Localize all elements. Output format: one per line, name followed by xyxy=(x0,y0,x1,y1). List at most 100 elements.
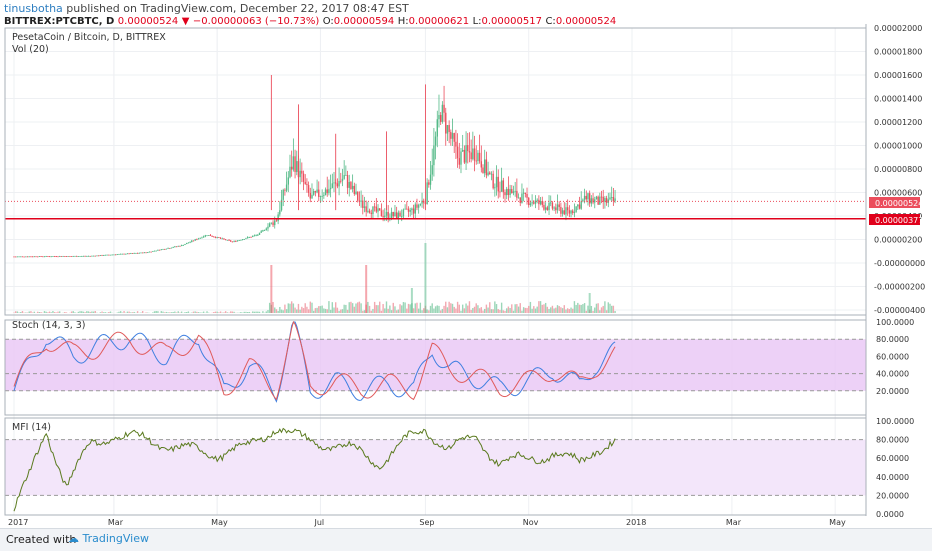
volume-bar xyxy=(105,312,106,313)
volume-bar xyxy=(587,306,588,313)
volume-bar xyxy=(315,308,316,313)
volume-bar xyxy=(601,307,602,313)
candle-body xyxy=(614,198,615,201)
y-tick-label: 0.00002000 xyxy=(874,24,922,33)
volume-bar xyxy=(328,301,329,313)
volume-bar xyxy=(501,303,502,313)
volume-bar xyxy=(511,304,512,313)
volume-bar xyxy=(172,312,173,313)
candle-body xyxy=(477,153,478,161)
candle-body xyxy=(147,252,148,253)
tradingview-logo[interactable]: ☁ TradingView xyxy=(68,532,149,545)
volume-bar xyxy=(481,307,482,313)
x-tick-label: 2017 xyxy=(8,518,28,527)
volume-bar xyxy=(137,311,138,313)
volume-bar xyxy=(553,308,554,313)
candle-body xyxy=(113,254,114,255)
candle-body xyxy=(450,132,451,139)
candle-body xyxy=(487,173,488,176)
volume-bar xyxy=(582,304,583,313)
x-tick-label: Jul xyxy=(313,518,324,527)
candle-body xyxy=(181,245,182,246)
candle-body xyxy=(374,207,375,208)
volume-bar xyxy=(491,309,492,313)
candle-body xyxy=(384,216,385,217)
candle-body xyxy=(565,207,566,214)
volume-bar xyxy=(562,308,563,313)
volume-bar xyxy=(145,312,146,313)
volume-bar xyxy=(376,305,377,313)
candle-body xyxy=(535,201,536,204)
low-value: 0.00000517 xyxy=(482,16,542,27)
volume-bar xyxy=(467,306,468,313)
volume-bar xyxy=(548,309,549,313)
candle-body xyxy=(367,211,368,212)
volume-bar xyxy=(84,312,85,313)
candle-body xyxy=(159,250,160,251)
candle-body xyxy=(166,249,167,250)
candle-body xyxy=(311,195,312,199)
volume-bar xyxy=(611,306,612,313)
volume-bar xyxy=(525,308,526,313)
candle-body xyxy=(137,253,138,254)
volume-bar xyxy=(216,312,217,313)
volume-bar xyxy=(89,312,90,313)
candle-body xyxy=(459,158,460,165)
volume-bar xyxy=(103,312,104,313)
candle-body xyxy=(525,193,526,194)
candle-body xyxy=(150,252,151,253)
candle-body xyxy=(310,193,311,199)
candle-body xyxy=(128,253,129,254)
candle-body xyxy=(533,202,534,204)
candle-body xyxy=(457,147,458,158)
volume-bar xyxy=(298,304,299,313)
candle-body xyxy=(513,191,514,193)
volume-bar xyxy=(581,305,582,313)
volume-bar xyxy=(73,311,74,313)
candle-body xyxy=(520,198,521,203)
candle-body xyxy=(240,240,241,241)
candle-body xyxy=(562,210,563,213)
candle-body xyxy=(379,208,380,210)
volume-bar xyxy=(166,312,167,313)
stoch-pane-title: Stoch (14, 3, 3) xyxy=(12,320,86,331)
volume-bar xyxy=(454,307,455,313)
hline-price-label: 0.00000377 xyxy=(875,216,923,225)
volume-bar xyxy=(86,311,87,313)
y-tick-label: 0.00001600 xyxy=(874,71,922,80)
mfi-y-tick: 20.0000 xyxy=(876,491,909,500)
volume-spike xyxy=(270,265,272,313)
candle-body xyxy=(350,182,351,189)
candle-body xyxy=(462,150,463,152)
candle-body xyxy=(416,204,417,207)
volume-bar xyxy=(426,309,427,313)
candle-body xyxy=(430,175,431,185)
candle-body xyxy=(125,254,126,255)
candle-body xyxy=(340,181,341,182)
y-tick-label: -0.00000200 xyxy=(874,283,925,292)
candle-body xyxy=(491,174,492,175)
brand-name: TradingView xyxy=(83,532,149,545)
volume-bar xyxy=(64,312,65,313)
volume-bar xyxy=(421,310,422,313)
volume-bar xyxy=(25,312,26,313)
volume-bar xyxy=(332,302,333,313)
candle-body xyxy=(130,253,131,254)
candle-body xyxy=(284,190,285,191)
volume-bar xyxy=(78,312,79,313)
volume-bar xyxy=(252,311,253,313)
volume-bar xyxy=(323,308,324,313)
candle-body xyxy=(481,161,482,167)
x-tick-label: Mar xyxy=(726,518,742,527)
last-value: 0.00000524 xyxy=(118,16,178,27)
volume-bar xyxy=(196,312,197,313)
candle-body xyxy=(22,256,23,257)
volume-bar xyxy=(521,311,522,313)
author-link[interactable]: tinusbotha xyxy=(4,2,63,15)
close-value: 0.00000524 xyxy=(556,16,616,27)
volume-bar xyxy=(157,311,158,313)
candle-body xyxy=(162,249,163,250)
candle-body xyxy=(316,190,317,193)
candle-body xyxy=(218,237,219,238)
candle-body xyxy=(454,133,455,142)
